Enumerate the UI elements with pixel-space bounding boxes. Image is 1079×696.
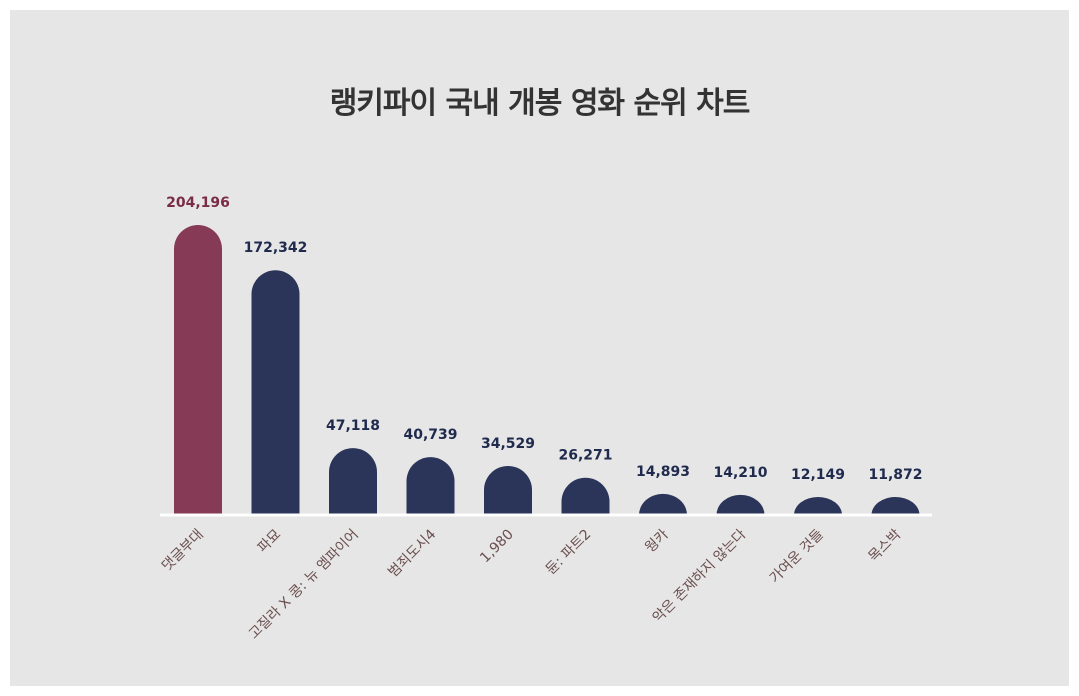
bar-9	[794, 497, 842, 515]
category-label-4: 범죄도시4	[385, 526, 439, 580]
value-label-3: 47,118	[326, 418, 380, 434]
category-label-6: 듄: 파트2	[543, 527, 594, 578]
bar-4	[406, 457, 455, 515]
bar-2	[251, 270, 300, 515]
category-label-9: 가여운 것들	[767, 526, 827, 586]
value-label-2: 172,342	[244, 240, 308, 256]
category-label-10: 목스박	[866, 526, 905, 565]
chart-title: 랭키파이 국내 개봉 영화 순위 차트	[329, 86, 751, 121]
value-label-1: 204,196	[166, 195, 230, 211]
value-label-8: 14,210	[713, 465, 767, 481]
category-label-2: 파묘	[255, 526, 285, 556]
bar-1	[174, 225, 222, 515]
value-label-10: 11,872	[868, 467, 922, 483]
bar-10	[871, 497, 920, 515]
category-label-7: 웡카	[642, 526, 672, 556]
bar-6	[561, 477, 610, 515]
bar-8	[716, 494, 765, 515]
bar-5	[484, 465, 532, 515]
value-label-5: 34,529	[481, 436, 535, 452]
category-label-1: 댓글부대	[159, 527, 207, 575]
value-label-4: 40,739	[403, 427, 457, 443]
bar-7	[639, 493, 687, 515]
category-label-5: 1,980	[477, 527, 517, 567]
value-label-9: 12,149	[791, 467, 845, 483]
value-label-7: 14,893	[636, 464, 690, 480]
value-label-6: 26,271	[558, 448, 612, 464]
bar-3	[329, 448, 377, 515]
